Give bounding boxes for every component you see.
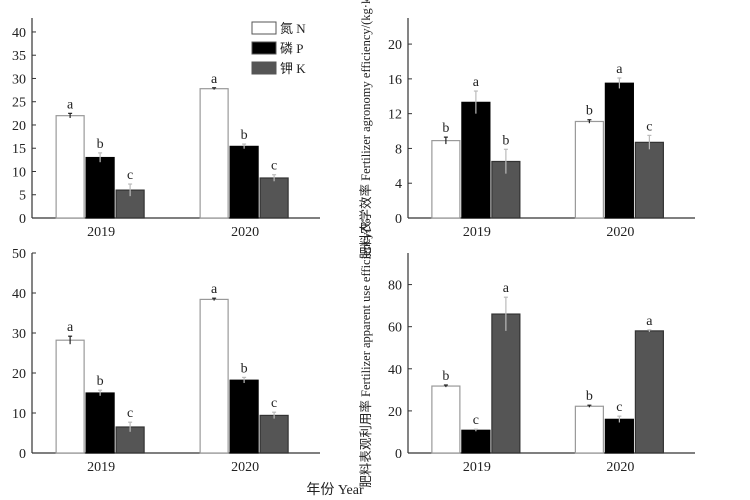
panel-bottom-left: 0 10 20 30 40 50 2019 a b c 2020 a b c: [12, 247, 320, 475]
legend-swatch: [251, 41, 277, 55]
significance-letter: c: [646, 119, 652, 134]
y-tick-label: 0: [395, 212, 402, 227]
bar-N-2019: [55, 339, 85, 454]
y-tick-label: 20: [12, 119, 26, 134]
bar-P-2020: [604, 82, 634, 219]
significance-letter: b: [97, 137, 104, 152]
y-tick-label: 40: [12, 287, 26, 302]
significance-letter: a: [211, 72, 218, 87]
bar-N-2020: [574, 405, 604, 454]
significance-letter: c: [271, 159, 277, 174]
bar-K-2020: [634, 330, 664, 454]
bar-K-2020: [259, 414, 289, 454]
bar-P-2020: [604, 418, 634, 454]
significance-letter: c: [473, 413, 479, 428]
bar-K-2020: [259, 177, 289, 219]
y-tick-label: 25: [12, 96, 26, 111]
bar-N-2020: [574, 120, 604, 219]
legend-label: 氮 N: [280, 21, 306, 36]
significance-letter: b: [442, 369, 449, 384]
y-tick-label: 35: [12, 49, 26, 64]
legend: 氮 N 磷 P 钾 K: [251, 21, 306, 76]
significance-letter: a: [211, 282, 218, 297]
y-tick-label: 10: [12, 165, 26, 180]
y-tick-label: 30: [12, 327, 26, 342]
significance-letter: a: [503, 281, 510, 296]
significance-letter: a: [616, 62, 623, 77]
y-tick-label: 80: [388, 279, 402, 294]
significance-letter: c: [271, 396, 277, 411]
y-tick-label: 8: [395, 142, 402, 157]
y-tick-label: 0: [19, 212, 26, 227]
x-tick-label: 2020: [231, 460, 259, 475]
y-tick-label: 20: [388, 405, 402, 420]
significance-letter: b: [586, 389, 593, 404]
y-tick-label: 50: [12, 247, 26, 262]
x-tick-label: 2019: [463, 460, 491, 475]
x-tick-label: 2019: [87, 225, 115, 240]
x-axis-label: 年份 Year: [306, 482, 364, 498]
y-tick-label: 10: [12, 407, 26, 422]
bar-N-2020: [199, 88, 229, 219]
legend-label: 钾 K: [280, 61, 306, 76]
y-tick-label: 12: [388, 108, 402, 123]
bar-P-2019: [85, 392, 115, 454]
y-axis-label: 肥料农学效率 Fertilizer agronomy efficiency/(k…: [358, 0, 373, 259]
y-tick-label: 60: [388, 321, 402, 336]
y-axis-label: 肥料表观利用率 Fertilizer apparent use efficien…: [358, 218, 373, 487]
y-tick-label: 0: [19, 447, 26, 462]
y-tick-label: 16: [388, 73, 402, 88]
significance-letter: a: [67, 320, 74, 335]
bar-P-2020: [229, 379, 259, 454]
significance-letter: a: [67, 97, 74, 112]
bar-N-2019: [55, 115, 85, 219]
y-tick-label: 20: [12, 367, 26, 382]
significance-letter: b: [502, 133, 509, 148]
y-tick-label: 20: [388, 38, 402, 53]
significance-letter: c: [616, 400, 622, 415]
significance-letter: b: [97, 374, 104, 389]
y-tick-label: 5: [19, 189, 26, 204]
significance-letter: b: [241, 128, 248, 143]
legend-label: 磷 P: [280, 41, 303, 56]
y-tick-label: 40: [388, 363, 402, 378]
bar-N-2019: [431, 140, 461, 219]
x-tick-label: 2019: [463, 225, 491, 240]
x-tick-label: 2019: [87, 460, 115, 475]
bar-K-2019: [491, 313, 521, 454]
x-tick-label: 2020: [606, 460, 634, 475]
bar-K-2020: [634, 141, 664, 219]
y-tick-label: 15: [12, 142, 26, 157]
legend-swatch: [251, 21, 277, 35]
y-tick-label: 30: [12, 72, 26, 87]
y-tick-label: 40: [12, 26, 26, 41]
significance-letter: b: [241, 361, 248, 376]
panel-top-right: 0 4 8 12 16 20 2019 b a b 2020 b a c 肥料农学效率 Fertilizer…: [358, 0, 695, 259]
legend-swatch: [251, 61, 277, 75]
panel-top-left: 0 5 10 15 20 25 30 35 40 2019 a b c 2020 a b c: [12, 18, 320, 240]
panel-bottom-right: 0 20 40 60 80 2019 b c a 2020 b c a 肥料表观利用率 Fertilize…: [358, 218, 695, 488]
bar-P-2020: [229, 145, 259, 219]
significance-letter: b: [586, 104, 593, 119]
significance-letter: b: [442, 121, 449, 136]
significance-letter: c: [127, 406, 133, 421]
bar-N-2020: [199, 298, 229, 454]
bar-P-2019: [85, 156, 115, 219]
y-tick-label: 0: [395, 447, 402, 462]
significance-letter: a: [646, 314, 653, 329]
x-tick-label: 2020: [606, 225, 634, 240]
significance-letter: c: [127, 168, 133, 183]
x-tick-label: 2020: [231, 225, 259, 240]
bar-P-2019: [461, 101, 491, 219]
bar-P-2019: [461, 429, 491, 454]
significance-letter: a: [473, 75, 480, 90]
bar-N-2019: [431, 385, 461, 454]
y-tick-label: 4: [395, 177, 402, 192]
